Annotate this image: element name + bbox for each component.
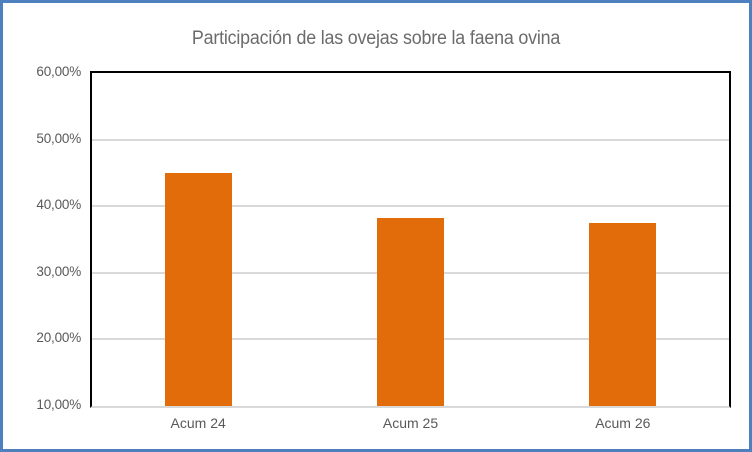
y-tick-label: 10,00% [36,397,81,412]
y-tick-label: 60,00% [36,64,81,79]
gridline [92,205,729,208]
chart-title[interactable]: Participación de las ovejas sobre la fae… [191,28,561,49]
y-tick-label: 20,00% [36,330,81,346]
bar-acum-24[interactable] [164,172,232,406]
x-category-label: Acum 26 [595,415,651,431]
y-tick-label: 50,00% [36,130,81,146]
bar-acum-25[interactable] [377,217,444,406]
y-tick-label: 30,00% [36,263,81,279]
gridline [92,138,729,141]
x-category-label: Acum 25 [382,415,439,431]
bar-acum-26[interactable] [589,222,657,406]
plot-area [90,71,731,408]
y-tick-label: 40,00% [36,197,81,213]
x-category-label: Acum 24 [170,415,226,431]
